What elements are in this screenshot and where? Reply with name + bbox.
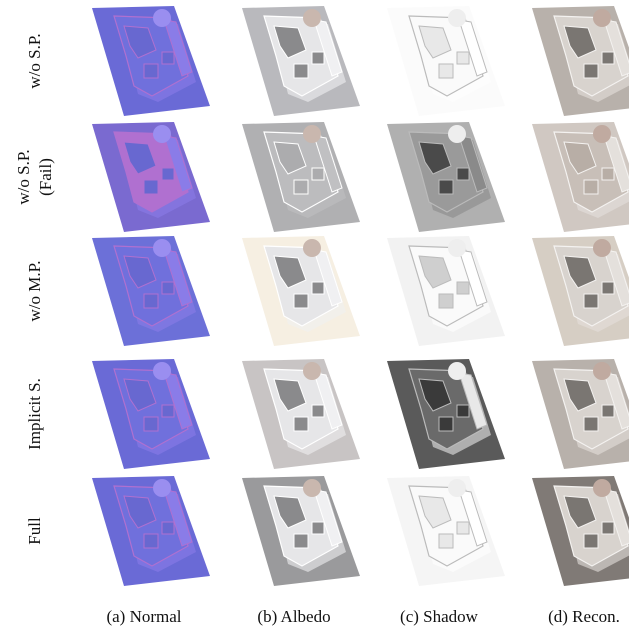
room: [584, 417, 598, 431]
room: [144, 534, 158, 548]
dome: [303, 125, 321, 143]
image-cell: [242, 359, 360, 469]
dome: [448, 239, 466, 257]
room: [584, 64, 598, 78]
dome: [593, 362, 611, 380]
dome: [448, 479, 466, 497]
room: [439, 417, 453, 431]
figure: w/o S.P.w/o S.P.(Fail)w/o M.P.Implicit S…: [0, 0, 629, 631]
room: [294, 534, 308, 548]
dome: [448, 125, 466, 143]
dome: [593, 125, 611, 143]
room: [294, 180, 308, 194]
room: [439, 180, 453, 194]
room: [457, 168, 469, 180]
image-cell: [92, 6, 210, 116]
image-cell: [387, 476, 505, 586]
room: [144, 180, 158, 194]
room: [439, 64, 453, 78]
dome: [303, 362, 321, 380]
row-label: w/o S.P.: [14, 149, 33, 204]
row-label: w/o S.P.: [25, 33, 44, 88]
room: [162, 405, 174, 417]
row-label: Implicit S.: [25, 378, 44, 450]
column-label: (a) Normal: [106, 607, 181, 626]
dome: [593, 479, 611, 497]
room: [439, 534, 453, 548]
room: [312, 168, 324, 180]
room: [162, 522, 174, 534]
row-label: (Fail): [36, 158, 55, 196]
dome: [303, 239, 321, 257]
room: [457, 282, 469, 294]
room: [144, 294, 158, 308]
room: [162, 52, 174, 64]
room: [162, 282, 174, 294]
dome: [303, 9, 321, 27]
image-cell: [532, 359, 629, 469]
image-cell: [242, 6, 360, 116]
column-label: (b) Albedo: [257, 607, 330, 626]
room: [457, 52, 469, 64]
image-cell: [387, 236, 505, 346]
image-cell: [92, 359, 210, 469]
room: [144, 417, 158, 431]
room: [144, 64, 158, 78]
image-cell: [387, 359, 505, 469]
room: [162, 168, 174, 180]
image-cell: [387, 6, 505, 116]
room: [602, 522, 614, 534]
room: [602, 168, 614, 180]
image-cell: [92, 236, 210, 346]
room: [457, 405, 469, 417]
room: [439, 294, 453, 308]
room: [294, 417, 308, 431]
dome: [153, 362, 171, 380]
row-label: Full: [25, 517, 44, 545]
image-cell: [532, 476, 629, 586]
room: [312, 522, 324, 534]
image-cell: [532, 236, 629, 346]
dome: [303, 479, 321, 497]
image-cell: [242, 476, 360, 586]
room: [312, 282, 324, 294]
room: [312, 52, 324, 64]
room: [294, 294, 308, 308]
dome: [593, 9, 611, 27]
room: [584, 180, 598, 194]
dome: [593, 239, 611, 257]
image-cell: [92, 476, 210, 586]
image-cell: [532, 122, 629, 232]
row-label: w/o M.P.: [25, 261, 44, 322]
image-cell: [92, 122, 210, 232]
image-cell: [532, 6, 629, 116]
room: [602, 405, 614, 417]
room: [602, 282, 614, 294]
column-label: (d) Recon.: [548, 607, 620, 626]
room: [294, 64, 308, 78]
room: [312, 405, 324, 417]
dome: [153, 239, 171, 257]
room: [584, 534, 598, 548]
dome: [153, 9, 171, 27]
dome: [153, 479, 171, 497]
room: [584, 294, 598, 308]
dome: [153, 125, 171, 143]
image-cell: [242, 122, 360, 232]
dome: [448, 362, 466, 380]
image-cell: [387, 122, 505, 232]
room: [602, 52, 614, 64]
room: [457, 522, 469, 534]
dome: [448, 9, 466, 27]
column-label: (c) Shadow: [400, 607, 479, 626]
image-cell: [242, 236, 360, 346]
